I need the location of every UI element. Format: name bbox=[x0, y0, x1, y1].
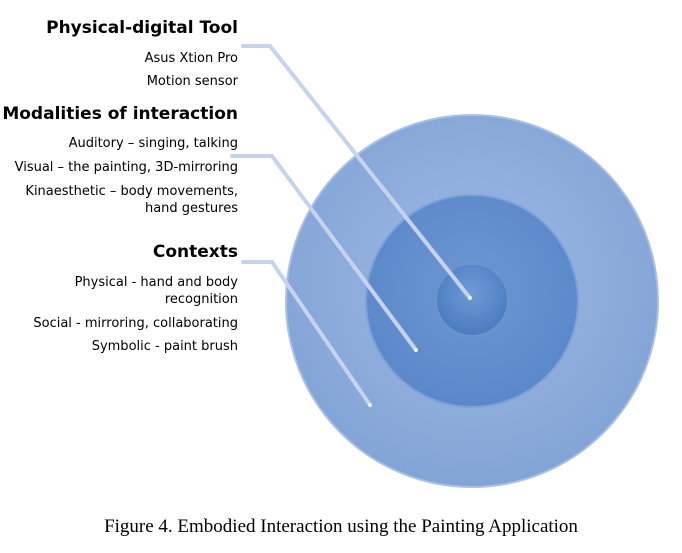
item-kinaesthetic: Kinaesthetic – body movements, bbox=[25, 184, 238, 199]
anchor-dot-core bbox=[468, 296, 472, 300]
heading-contexts: Contexts bbox=[152, 242, 238, 262]
item-kinaesthetic-cont: hand gestures bbox=[144, 201, 238, 216]
connector-line-modalities bbox=[230, 154, 418, 352]
item-physical-context-cont: recognition bbox=[164, 292, 238, 307]
item-auditory: Auditory – singing, talking bbox=[68, 136, 238, 151]
item-social-context: Social - mirroring, collaborating bbox=[33, 316, 238, 331]
inner-core bbox=[435, 263, 509, 337]
item-symbolic-context: Symbolic - paint brush bbox=[91, 339, 238, 354]
item-visual: Visual – the painting, 3D-mirroring bbox=[14, 160, 238, 175]
heading-physical-digital-tool: Physical-digital Tool bbox=[46, 18, 238, 38]
item-physical-context: Physical - hand and body bbox=[74, 275, 238, 290]
item-asus-xtion-pro: Asus Xtion Pro bbox=[144, 51, 238, 66]
anchor-dot-outer bbox=[368, 403, 372, 407]
heading-modalities-of-interaction: Modalities of interaction bbox=[2, 104, 238, 124]
connector-line-physical-digital-tool bbox=[241, 44, 472, 300]
item-motion-sensor: Motion sensor bbox=[146, 74, 238, 89]
figure-caption: Figure 4. Embodied Interaction using the… bbox=[104, 516, 578, 537]
anchor-dot-middle bbox=[414, 348, 418, 352]
connector-line-contexts bbox=[241, 260, 372, 407]
